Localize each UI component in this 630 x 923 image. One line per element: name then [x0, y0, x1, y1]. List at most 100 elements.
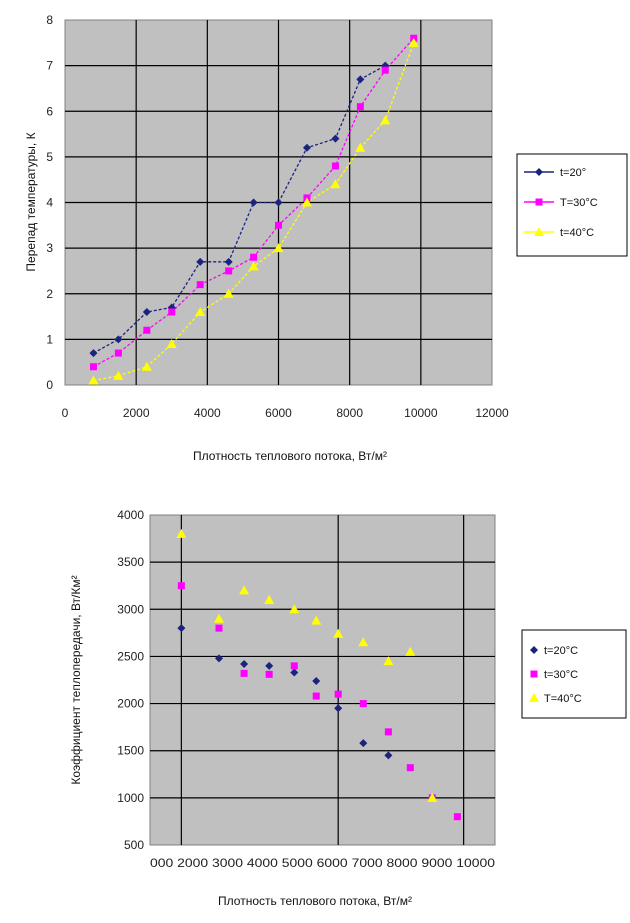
data-point-series-2: [114, 349, 122, 357]
legend-marker: [530, 646, 538, 654]
y-tick-label: 7: [46, 59, 53, 73]
y-tick-label: 5: [46, 150, 53, 164]
data-point-series-2: [290, 662, 298, 670]
data-point-series-3: [88, 375, 99, 385]
data-point-series-3: [383, 656, 394, 666]
data-point-series-1: [114, 335, 123, 344]
chart-2-legend: t=20°C t=30°C T=40°C: [521, 629, 627, 719]
data-point-series-1: [274, 198, 283, 207]
legend-label: t=40°C: [560, 227, 594, 239]
chart-1-temperature-difference: 0 2000 4000 6000 8000 10000 12000 0 1 2 3 4 5 6 7 8 Пл…: [24, 13, 628, 463]
chart-1-legend: t=20° T=30°C t=40°C: [516, 153, 628, 257]
y-tick-label: 1500: [117, 744, 144, 758]
data-point-series-2: [275, 221, 282, 229]
legend-marker: [535, 168, 543, 176]
data-point-series-3: [355, 142, 366, 152]
chart-2-legend-box: [521, 629, 627, 719]
data-point-series-3: [195, 307, 206, 316]
data-point-series-1: [215, 654, 223, 663]
data-point-series-3: [113, 370, 124, 380]
data-point-series-2: [215, 624, 223, 632]
chart-1-legend-box: [516, 153, 628, 257]
data-point-series-2: [196, 281, 204, 289]
data-point-series-3: [264, 594, 275, 604]
x-tick-label: 0: [62, 406, 69, 420]
data-point-series-3: [289, 604, 300, 614]
legend-marker: [534, 227, 544, 236]
data-point-series-1: [356, 75, 365, 84]
chart-1-y-axis-title: Перепад температуры, К: [24, 132, 38, 271]
data-point-series-1: [177, 624, 186, 633]
data-point-series-2: [381, 66, 389, 74]
legend-marker: [529, 693, 539, 702]
data-point-series-3: [333, 628, 344, 638]
data-point-series-2: [453, 813, 461, 821]
data-point-series-3: [330, 179, 341, 189]
y-tick-label: 0: [46, 378, 53, 392]
legend-label: t=20°C: [544, 645, 578, 657]
data-point-series-1: [302, 143, 311, 152]
y-tick-label: 3500: [117, 555, 144, 569]
legend-marker: [535, 198, 543, 206]
data-point-series-1: [240, 659, 249, 668]
data-point-series-2: [359, 700, 367, 708]
chart-2-heat-transfer-coefficient: 000 2000 3000 4000 5000 6000 7000 8000 9…: [69, 508, 627, 908]
y-tick-label: 4: [46, 196, 53, 210]
data-point-series-3: [358, 637, 369, 647]
data-point-series-3: [380, 115, 391, 125]
data-point-series-3: [166, 338, 177, 348]
y-tick-label: 8: [46, 13, 53, 27]
data-point-series-1: [142, 308, 151, 316]
data-point-series-3: [239, 585, 250, 595]
legend-label: t=30°C: [544, 669, 578, 681]
data-point-series-3: [311, 615, 322, 625]
chart-2-x-axis-title: Плотность теплового потока, Вт/м²: [218, 894, 412, 908]
data-point-series-3: [176, 528, 187, 538]
y-tick-label: 500: [124, 838, 144, 852]
legend-label: t=20°: [560, 167, 586, 179]
y-tick-label: 2000: [117, 697, 144, 711]
chart-1-x-tick-labels: 0 2000 4000 6000 8000 10000 12000: [62, 406, 509, 420]
x-tick-label: 4000: [194, 406, 221, 420]
data-point-series-2: [168, 308, 176, 316]
data-point-series-2: [240, 669, 248, 677]
data-point-series-3: [214, 613, 224, 623]
y-tick-label: 2500: [117, 649, 144, 663]
data-point-series-2: [143, 326, 151, 334]
data-point-series-1: [89, 349, 98, 358]
data-point-series-1: [249, 198, 258, 207]
data-point-series-3: [301, 197, 312, 207]
x-tick-label: 6000: [265, 406, 292, 420]
data-point-series-2: [177, 582, 185, 590]
data-point-series-2: [334, 690, 342, 698]
data-point-series-3: [427, 792, 438, 802]
legend-marker: [530, 670, 538, 678]
y-tick-label: 3000: [117, 602, 144, 616]
data-point-series-1: [290, 668, 299, 677]
data-point-series-2: [89, 363, 97, 371]
data-point-series-3: [273, 243, 284, 253]
data-point-series-2: [356, 103, 364, 111]
chart-2-y-axis-title: Коэффициент теплопередачи, Вт/Км²: [69, 575, 83, 784]
y-tick-label: 2: [46, 287, 53, 301]
x-tick-label: 2000: [123, 406, 150, 420]
chart-1-x-axis-title: Плотность теплового потока, Вт/м²: [193, 449, 387, 463]
chart-2-y-tick-labels: 500 1000 1500 2000 2500 3000 3500 4000: [117, 508, 144, 852]
data-point-series-1: [384, 751, 393, 760]
data-point-series-1: [224, 257, 233, 266]
chart-2-gridlines: [150, 515, 495, 845]
chart-2-x-tick-labels: 000 2000 3000 4000 5000 6000 7000 8000 9…: [150, 856, 495, 870]
x-tick-label: 10000: [404, 406, 438, 420]
y-tick-label: 3: [46, 241, 53, 255]
y-tick-label: 1000: [117, 791, 144, 805]
data-point-series-2: [384, 728, 392, 736]
data-point-series-1: [312, 676, 321, 685]
data-point-series-3: [141, 361, 152, 371]
x-tick-labels: 000 2000 3000 4000 5000 6000 7000 8000 9…: [150, 856, 495, 870]
data-point-series-1: [196, 257, 205, 266]
chart-2-series-markers: [176, 528, 461, 821]
y-tick-label: 6: [46, 104, 53, 118]
data-point-series-2: [406, 764, 414, 772]
data-point-series-3: [408, 37, 419, 47]
